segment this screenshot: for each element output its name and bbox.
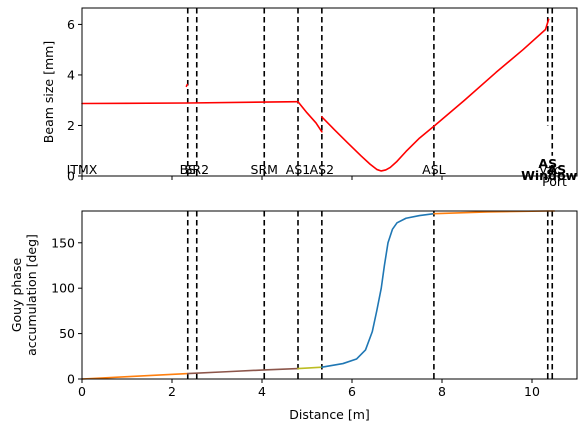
- optic-label-11: Vac: [539, 162, 561, 177]
- optic-label-5: AS2: [310, 162, 334, 177]
- y-tick-label-0: 0: [67, 372, 75, 387]
- optic-label-6: ASL: [422, 162, 445, 177]
- series-line-1: [186, 367, 299, 375]
- series-line-2: [297, 366, 323, 370]
- gouy-phase-vlines: [186, 211, 554, 379]
- beam-size-axes-frame: [81, 7, 578, 177]
- series-line-2: [297, 100, 323, 133]
- gouy-phase-axes-frame: [81, 210, 578, 380]
- beam-size-y-axis-label: Beam size [mm]: [41, 41, 56, 143]
- x-tick-label-1: 2: [168, 384, 176, 399]
- y-tick-label-3: 150: [51, 235, 75, 250]
- series-line-0: [81, 100, 299, 105]
- series-line-3: [321, 212, 435, 368]
- x-tick-label-0: 0: [78, 384, 86, 399]
- optic-label-1: BS: [180, 162, 196, 177]
- optic-label-10: Port: [542, 174, 567, 189]
- x-tick-label-5: 10: [524, 384, 540, 399]
- optic-label-7: AS: [538, 156, 557, 171]
- gouy-phase-axes: 0 2 4 6 8 10 0 50 100 150 Gouy phase accumulatio…: [9, 210, 578, 422]
- y-tick-label-0: 0: [67, 169, 75, 184]
- beam-size-vlines: [186, 8, 554, 176]
- gouy-phase-y-ticks: 0 50 100 150: [51, 235, 82, 387]
- distance-x-axis-label: Distance [m]: [289, 407, 370, 422]
- y-tick-label-2: 4: [67, 67, 75, 82]
- gouy-phase-y-axis-label-line1: Gouy phase: [9, 258, 24, 333]
- x-tick-label-2: 4: [258, 384, 266, 399]
- series-line-0: [81, 372, 189, 380]
- series-line-1: [185, 83, 189, 88]
- x-tick-label-4: 8: [438, 384, 446, 399]
- optic-label-8: AS: [547, 162, 566, 177]
- y-tick-label-3: 6: [67, 17, 75, 32]
- beam-size-series: [81, 18, 550, 172]
- series-line-3: [321, 18, 550, 172]
- y-tick-label-1: 50: [59, 326, 75, 341]
- x-tick-label-3: 6: [348, 384, 356, 399]
- beam-size-y-ticks: 0 2 4 6: [67, 17, 82, 184]
- optic-label-2: SR2: [184, 162, 209, 177]
- optic-label-3: SRM: [251, 162, 278, 177]
- optic-label-4: AS1: [286, 162, 310, 177]
- y-tick-label-1: 2: [67, 118, 75, 133]
- y-tick-label-2: 100: [51, 281, 75, 296]
- beam-size-x-ticks: [81, 176, 533, 180]
- gouy-phase-x-ticks: 0 2 4 6 8 10: [78, 379, 540, 399]
- gouy-phase-y-axis-label-line2: accumulation [deg]: [24, 234, 39, 356]
